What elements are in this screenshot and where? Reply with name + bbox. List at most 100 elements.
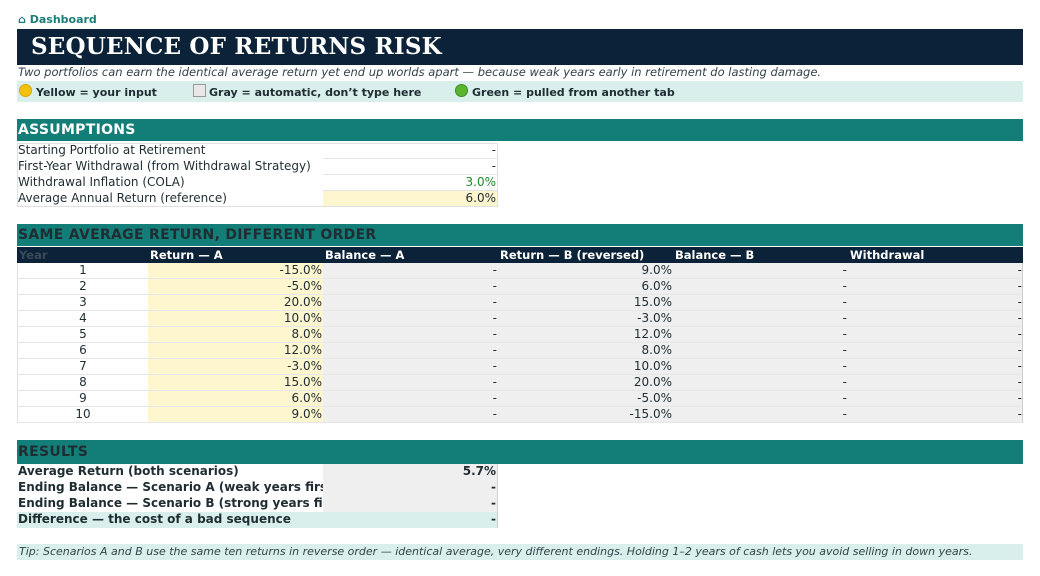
yellow-circle-icon [19,84,32,97]
comparison-header: SAME AVERAGE RETURN, DIFFERENT ORDER [17,224,1023,246]
year-cell: 9 [17,391,148,407]
assumption-value: 3.0% [465,175,497,189]
withdrawal-cell: - [848,391,1023,407]
balance-a-cell-value: - [492,263,497,277]
legend-yellow-label: Yellow = your input [36,86,157,99]
withdrawal-cell-value: - [1017,263,1022,277]
result-value: 5.7% [462,464,496,478]
return-a-cell[interactable]: -15.0% [148,263,323,279]
balance-b-cell-value: - [842,279,847,293]
withdrawal-cell: - [848,359,1023,375]
assumption-value-cell: - [323,159,498,175]
result-label: Average Return (both scenarios) [18,464,239,478]
year-cell: 7 [17,359,148,375]
return-a-cell[interactable]: 8.0% [148,327,323,343]
breadcrumb-dashboard-link[interactable]: ⌂ Dashboard [18,13,97,26]
balance-a-cell: - [323,407,498,423]
withdrawal-cell-value: - [1017,391,1022,405]
year-cell: 2 [17,279,148,295]
year-cell-value: 9 [79,391,87,405]
balance-a-cell: - [323,375,498,391]
balance-a-cell: - [323,327,498,343]
withdrawal-cell-value: - [1017,311,1022,325]
withdrawal-cell-value: - [1017,407,1022,421]
results-title: RESULTS [18,444,89,460]
balance-b-cell-value: - [842,407,847,421]
return-a-cell[interactable]: 10.0% [148,311,323,327]
return-b-cell: 8.0% [498,343,673,359]
balance-a-cell-value: - [492,407,497,421]
assumption-value: - [491,143,496,157]
assumption-value-cell[interactable]: 6.0% [323,191,498,207]
return-b-cell-value: -15.0% [629,407,672,421]
return-a-cell[interactable]: -3.0% [148,359,323,375]
balance-a-cell-value: - [492,391,497,405]
return-a-cell-value: -3.0% [287,359,322,373]
assumption-value-cell: 3.0% [323,175,498,191]
assumption-value: 6.0% [465,191,497,205]
return-b-cell: -3.0% [498,311,673,327]
balance-a-cell: - [323,343,498,359]
return-a-cell-value: 6.0% [291,391,323,405]
gray-square-icon [193,84,206,97]
return-b-cell: 9.0% [498,263,673,279]
year-cell-value: 4 [79,311,87,325]
page-title: SEQUENCE OF RETURNS RISK [31,33,442,60]
balance-a-cell-value: - [492,327,497,341]
result-label: Ending Balance — Scenario B (strong year… [18,496,323,510]
assumption-label: Starting Portfolio at Retirement [18,143,206,157]
return-b-cell: -15.0% [498,407,673,423]
year-cell-value: 1 [79,263,87,277]
balance-a-cell-value: - [492,343,497,357]
return-b-cell-value: -3.0% [637,311,672,325]
balance-b-cell: - [673,359,848,375]
color-legend: Yellow = your input Gray = automatic, do… [17,81,1023,102]
assumption-label: Withdrawal Inflation (COLA) [18,175,185,189]
column-header-withdrawal: Withdrawal [850,248,925,262]
return-a-cell-value: 10.0% [283,311,322,325]
return-b-cell-value: 12.0% [633,327,672,341]
return-b-cell-value: 8.0% [641,343,673,357]
return-a-cell-value: 9.0% [291,407,323,421]
return-a-cell-value: -5.0% [287,279,322,293]
result-value: - [491,480,496,494]
result-label-bg [17,512,323,528]
result-value-cell: - [323,512,498,528]
comparison-column-headers: Year Return — A Balance — A Return — B (… [17,247,1023,263]
return-a-cell[interactable]: 20.0% [148,295,323,311]
return-a-cell[interactable]: 6.0% [148,391,323,407]
return-a-cell-value: -15.0% [279,263,322,277]
return-a-cell[interactable]: 9.0% [148,407,323,423]
balance-a-cell: - [323,311,498,327]
tip-banner: Tip: Scenarios A and B use the same ten … [17,544,1023,560]
column-header-return-a: Return — A [150,248,223,262]
return-a-cell-value: 20.0% [283,295,322,309]
year-cell-value: 10 [75,407,91,421]
result-label: Difference — the cost of a bad sequence [18,512,291,526]
return-b-cell: 12.0% [498,327,673,343]
year-cell: 4 [17,311,148,327]
balance-a-cell: - [323,295,498,311]
return-a-cell[interactable]: 15.0% [148,375,323,391]
legend-gray-label: Gray = automatic, don’t type here [209,86,422,99]
legend-green: Green = pulled from another tab [455,84,675,99]
assumption-label: Average Annual Return (reference) [18,191,227,205]
assumption-value-cell: - [323,143,498,159]
tip-text: Tip: Scenarios A and B use the same ten … [19,545,973,558]
legend-green-label: Green = pulled from another tab [472,86,675,99]
page-subtitle: Two portfolios can earn the identical av… [18,65,822,79]
withdrawal-cell: - [848,263,1023,279]
balance-a-cell-value: - [492,359,497,373]
legend-yellow: Yellow = your input [19,84,157,99]
assumptions-header: ASSUMPTIONS [17,119,1023,141]
year-cell-value: 7 [79,359,87,373]
balance-b-cell: - [673,311,848,327]
return-a-cell[interactable]: -5.0% [148,279,323,295]
return-b-cell-value: 9.0% [641,263,673,277]
comparison-title: SAME AVERAGE RETURN, DIFFERENT ORDER [18,227,377,243]
year-cell: 5 [17,327,148,343]
assumption-label: First-Year Withdrawal (from Withdrawal S… [18,159,311,173]
title-bar: SEQUENCE OF RETURNS RISK [17,29,1023,65]
return-a-cell[interactable]: 12.0% [148,343,323,359]
balance-b-cell: - [673,295,848,311]
